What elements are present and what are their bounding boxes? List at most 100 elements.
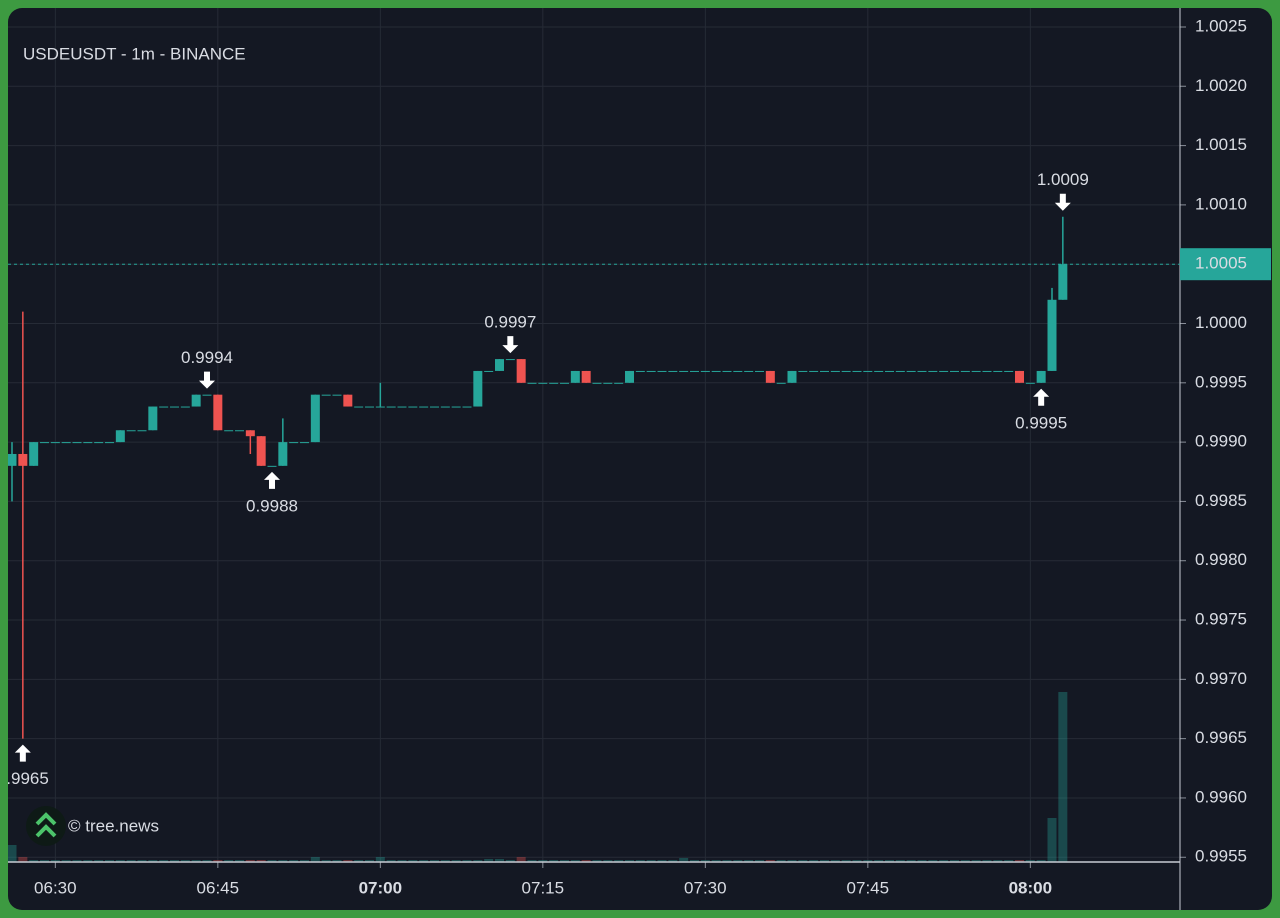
volume-bar bbox=[1025, 860, 1035, 862]
candle-body bbox=[1036, 370, 1046, 383]
volume-bar bbox=[668, 860, 678, 862]
candle-body bbox=[462, 406, 472, 408]
volume-bar bbox=[527, 860, 537, 862]
volume-bar bbox=[560, 860, 569, 862]
volume-bar bbox=[917, 860, 927, 862]
volume-bar bbox=[278, 860, 288, 862]
volume-bar bbox=[960, 860, 970, 862]
candle-body bbox=[408, 406, 418, 408]
candle-body bbox=[213, 394, 223, 431]
candle-body bbox=[180, 406, 190, 408]
candle-body bbox=[592, 382, 602, 384]
x-tick-label: 07:00 bbox=[359, 878, 402, 897]
y-tick-label: 0.9995 bbox=[1195, 372, 1247, 391]
y-tick-label: 0.9965 bbox=[1195, 728, 1247, 747]
candle-body bbox=[224, 430, 234, 432]
marker-arrow bbox=[264, 471, 280, 489]
candle-body bbox=[722, 370, 732, 372]
volume-bar bbox=[722, 860, 732, 862]
candle-body bbox=[733, 370, 743, 372]
volume-bar bbox=[300, 860, 309, 862]
volume-bar bbox=[939, 860, 949, 862]
x-tick-label: 06:45 bbox=[197, 878, 240, 897]
y-tick-label: 0.9985 bbox=[1195, 491, 1247, 510]
volume-bar bbox=[267, 860, 277, 862]
candle-body bbox=[245, 430, 255, 437]
y-tick-label: 0.9970 bbox=[1195, 669, 1247, 688]
volume-bar bbox=[310, 857, 320, 862]
candle-body bbox=[852, 370, 862, 372]
volume-bar bbox=[94, 860, 104, 862]
candle-body bbox=[50, 442, 60, 444]
volume-bar bbox=[538, 860, 548, 862]
candle-body bbox=[971, 370, 981, 372]
candle-body bbox=[495, 359, 504, 371]
candle-body bbox=[603, 382, 613, 384]
volume-bar bbox=[950, 860, 959, 862]
x-tick-label: 06:30 bbox=[34, 878, 77, 897]
candle-body bbox=[755, 370, 764, 372]
candle-body bbox=[1025, 382, 1035, 384]
volume-bar bbox=[700, 860, 710, 862]
candle-body bbox=[895, 370, 905, 372]
volume-bar bbox=[8, 845, 17, 862]
y-tick-label: 0.9990 bbox=[1195, 432, 1247, 451]
candle-body bbox=[343, 394, 353, 407]
y-tick-label: 0.9955 bbox=[1195, 847, 1247, 866]
volume-bar bbox=[224, 860, 234, 862]
candle-body bbox=[993, 370, 1003, 372]
y-tick-label: 1.0000 bbox=[1195, 313, 1247, 332]
candle-body bbox=[72, 442, 82, 444]
chart-title: USDEUSDT - 1m - BINANCE bbox=[23, 44, 246, 63]
volume-bar bbox=[115, 860, 125, 862]
candle-body bbox=[256, 436, 266, 466]
volume-bar bbox=[874, 860, 884, 862]
candle-body bbox=[202, 394, 212, 396]
volume-bar bbox=[61, 860, 71, 862]
candle-body bbox=[40, 442, 49, 444]
volume-bar bbox=[993, 860, 1003, 862]
volume-bar bbox=[235, 860, 244, 862]
volume-bar bbox=[635, 860, 645, 862]
volume-bar bbox=[343, 860, 353, 862]
volume-bar bbox=[852, 860, 862, 862]
candle-body bbox=[614, 382, 624, 384]
volume-bar bbox=[820, 860, 829, 862]
volume-bar bbox=[646, 860, 656, 862]
candle-body bbox=[906, 370, 916, 372]
volume-bar bbox=[29, 860, 39, 862]
candle-body bbox=[646, 370, 656, 372]
candle-body bbox=[1004, 370, 1014, 372]
y-tick-label: 0.9980 bbox=[1195, 550, 1247, 569]
marker-label: 0.9988 bbox=[246, 496, 298, 515]
candle-body bbox=[8, 453, 17, 466]
candle-body bbox=[332, 394, 342, 396]
volume-bar bbox=[1047, 818, 1057, 862]
candle-body bbox=[300, 442, 309, 444]
candle-body bbox=[473, 370, 483, 407]
y-tick-label: 0.9975 bbox=[1195, 610, 1247, 629]
candle-body bbox=[690, 370, 699, 372]
volume-bar bbox=[40, 860, 49, 862]
price-badge bbox=[1180, 248, 1271, 281]
candle-body bbox=[679, 370, 689, 372]
volume-bar bbox=[1004, 860, 1014, 862]
volume-bar bbox=[657, 860, 667, 862]
volume-bar bbox=[549, 860, 559, 862]
marker-arrow bbox=[199, 371, 215, 389]
marker-arrow bbox=[502, 336, 519, 354]
volume-bar bbox=[755, 860, 764, 862]
candle-body bbox=[787, 370, 797, 383]
candle-body bbox=[451, 406, 461, 408]
y-tick-label: 0.9960 bbox=[1195, 787, 1247, 806]
volume-bar bbox=[170, 860, 179, 862]
price-label: 1.0005 bbox=[1195, 254, 1247, 273]
volume-bar bbox=[191, 860, 201, 862]
candle-body bbox=[191, 394, 201, 407]
x-tick-label: 07:45 bbox=[847, 878, 890, 897]
volume-bar bbox=[332, 860, 342, 862]
marker-label: 0.9965 bbox=[0, 769, 49, 788]
volume-bar bbox=[744, 860, 754, 862]
x-tick-label: 07:15 bbox=[522, 878, 565, 897]
candle-body bbox=[570, 370, 580, 383]
